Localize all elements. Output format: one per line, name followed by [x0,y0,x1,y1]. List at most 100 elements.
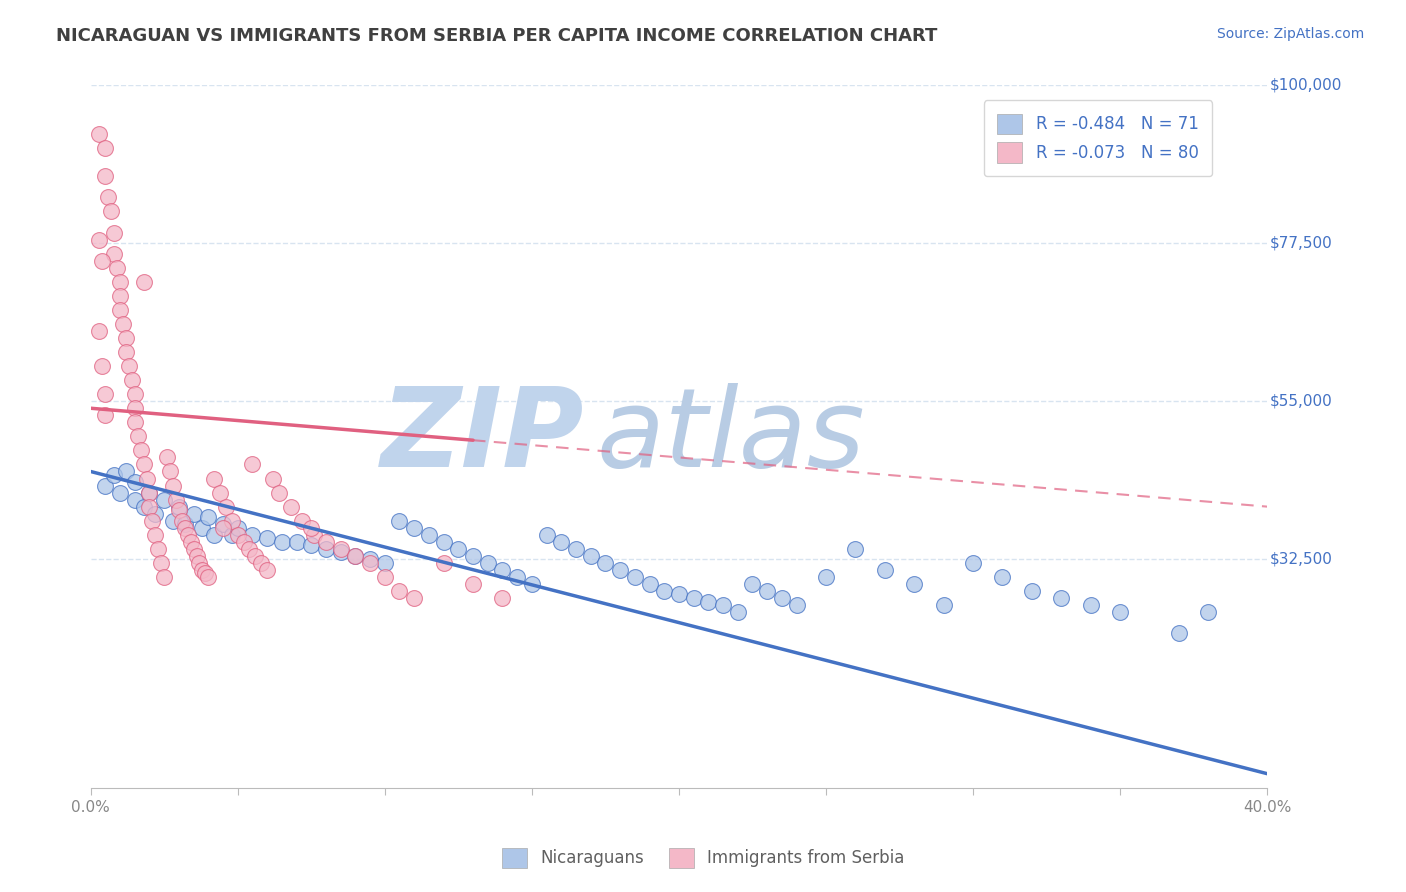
Point [668,587,690,601]
Point [344,549,367,563]
Point [94,141,117,155]
Point [299,521,322,535]
Point [153,570,176,584]
Point [97,190,120,204]
Point [191,563,214,577]
Point [212,517,235,532]
Point [221,514,243,528]
Point [143,507,166,521]
Point [520,577,543,591]
Point [404,521,426,535]
Point [89,233,111,247]
Point [262,471,284,485]
Point [167,500,190,514]
Point [94,478,117,492]
Point [291,514,314,528]
Point [226,521,249,535]
Point [873,563,896,577]
Point [94,169,117,184]
Point [374,570,396,584]
Point [491,563,513,577]
Point [461,577,484,591]
Point [103,468,125,483]
Point [176,527,198,541]
Point [404,591,426,605]
Point [315,534,337,549]
Point [202,471,225,485]
Point [461,549,484,563]
Point [124,401,146,416]
Point [477,556,499,570]
Point [156,450,179,465]
Point [903,577,925,591]
Point [183,541,205,556]
Text: Source: ZipAtlas.com: Source: ZipAtlas.com [1216,27,1364,41]
Point [374,556,396,570]
Point [148,541,170,556]
Point [756,584,779,599]
Point [167,503,190,517]
Point [103,226,125,240]
Point [159,465,181,479]
Point [991,570,1014,584]
Point [329,545,352,559]
Point [138,500,160,514]
Point [115,345,138,359]
Point [433,556,456,570]
Point [1080,598,1102,612]
Point [108,275,131,289]
Point [245,549,267,563]
Point [250,556,273,570]
Point [786,598,808,612]
Point [170,514,193,528]
Text: $32,500: $32,500 [1270,552,1333,566]
Point [344,549,367,563]
Point [638,577,661,591]
Point [94,387,117,401]
Point [1168,626,1191,640]
Point [359,556,381,570]
Point [129,443,152,458]
Point [814,570,837,584]
Text: NICARAGUAN VS IMMIGRANTS FROM SERBIA PER CAPITA INCOME CORRELATION CHART: NICARAGUAN VS IMMIGRANTS FROM SERBIA PER… [56,27,938,45]
Point [550,534,572,549]
Point [162,478,184,492]
Point [270,534,292,549]
Point [143,527,166,541]
Point [595,556,617,570]
Point [188,556,211,570]
Point [433,534,456,549]
Point [135,471,157,485]
Point [89,324,111,338]
Point [132,458,155,472]
Point [108,289,131,303]
Point [506,570,529,584]
Point [100,204,122,219]
Point [138,485,160,500]
Text: $55,000: $55,000 [1270,393,1333,409]
Point [94,409,117,423]
Point [256,531,278,545]
Point [124,387,146,401]
Point [1050,591,1073,605]
Point [194,566,217,581]
Point [302,527,325,541]
Point [197,510,219,524]
Point [1021,584,1043,599]
Point [209,485,232,500]
Point [329,541,352,556]
Point [108,485,131,500]
Point [105,260,128,275]
Point [103,246,125,260]
Point [124,492,146,507]
Point [186,549,208,563]
Point [280,500,302,514]
Point [711,598,734,612]
Point [138,485,160,500]
Point [180,534,202,549]
Point [91,253,114,268]
Point [91,359,114,373]
Point [267,485,290,500]
Point [162,514,184,528]
Point [727,605,749,619]
